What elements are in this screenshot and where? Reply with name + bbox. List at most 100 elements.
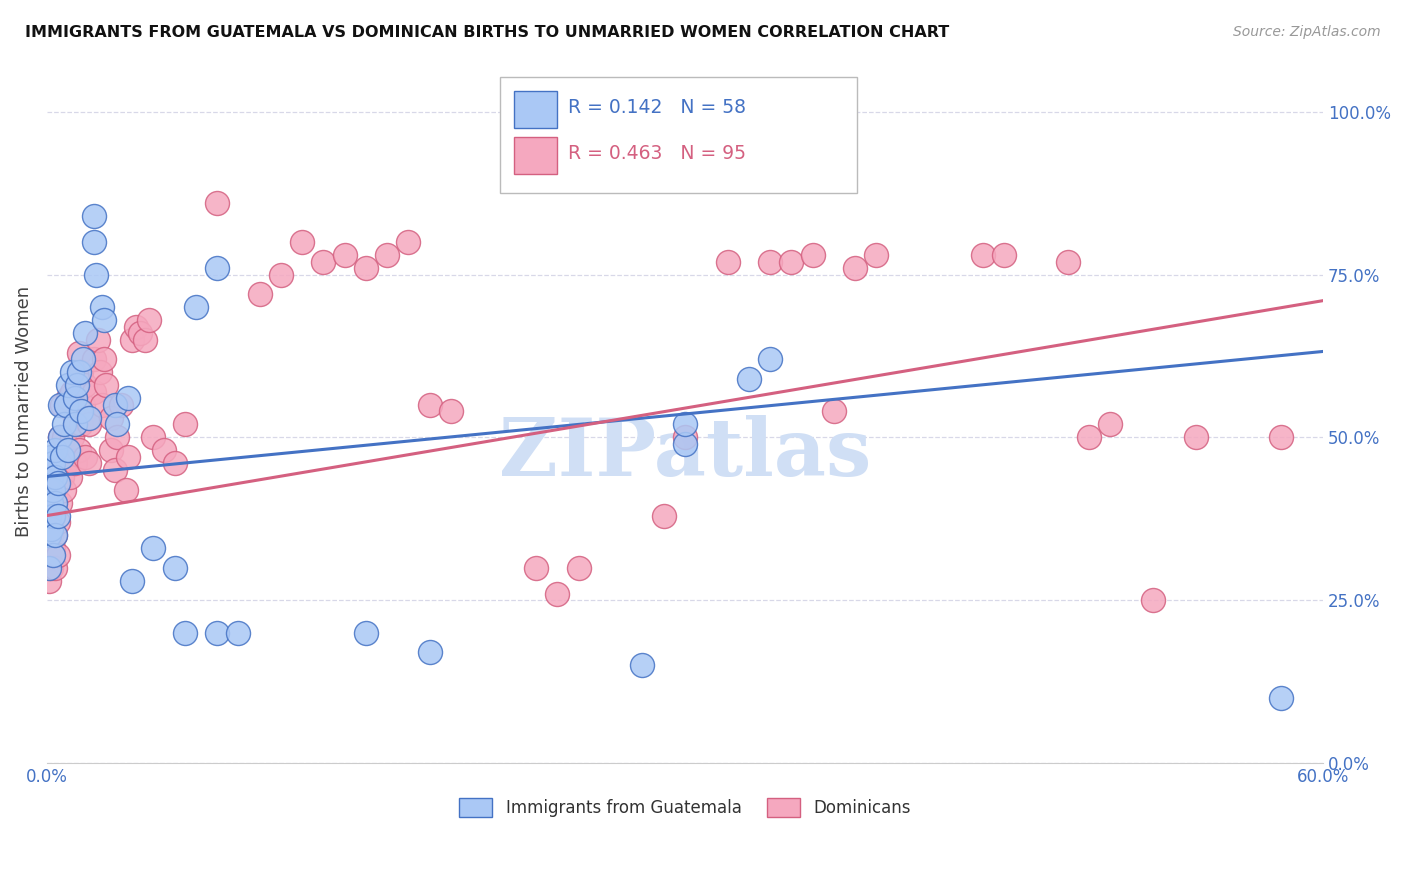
Point <box>51 398 73 412</box>
Point <box>46 476 69 491</box>
Legend: Immigrants from Guatemala, Dominicans: Immigrants from Guatemala, Dominicans <box>451 789 920 825</box>
Point <box>93 352 115 367</box>
Point <box>1270 690 1292 705</box>
Point <box>174 625 197 640</box>
Text: ZIPatlas: ZIPatlas <box>499 415 872 492</box>
Point <box>673 417 696 432</box>
FancyBboxPatch shape <box>501 78 858 194</box>
Point <box>70 404 93 418</box>
Point <box>38 548 60 562</box>
Point <box>993 248 1015 262</box>
Point <box>56 378 79 392</box>
Point <box>72 352 94 367</box>
Point <box>87 333 110 347</box>
Point <box>1184 430 1206 444</box>
Text: R = 0.463   N = 95: R = 0.463 N = 95 <box>568 144 745 162</box>
Point <box>55 457 77 471</box>
Point <box>205 195 228 210</box>
Point <box>46 515 69 529</box>
Point <box>163 457 186 471</box>
Point <box>121 333 143 347</box>
Point <box>121 574 143 588</box>
Point <box>38 560 60 574</box>
Point <box>354 261 377 276</box>
Point <box>134 333 156 347</box>
Point <box>38 508 60 523</box>
Point <box>48 430 70 444</box>
Point <box>270 268 292 282</box>
Point <box>440 404 463 418</box>
Point <box>51 469 73 483</box>
Point <box>62 384 84 399</box>
Point <box>70 417 93 432</box>
Point <box>142 430 165 444</box>
Point <box>79 457 101 471</box>
Point <box>972 248 994 262</box>
Point <box>205 261 228 276</box>
Point <box>524 560 547 574</box>
Point <box>1057 254 1080 268</box>
Point <box>83 384 105 399</box>
Point <box>44 495 66 509</box>
Point <box>67 443 90 458</box>
Point <box>105 430 128 444</box>
Text: Source: ZipAtlas.com: Source: ZipAtlas.com <box>1233 25 1381 39</box>
Point <box>48 495 70 509</box>
Point <box>546 587 568 601</box>
Y-axis label: Births to Unmarried Women: Births to Unmarried Women <box>15 285 32 537</box>
Point <box>42 508 65 523</box>
Point <box>184 300 207 314</box>
Text: IMMIGRANTS FROM GUATEMALA VS DOMINICAN BIRTHS TO UNMARRIED WOMEN CORRELATION CHA: IMMIGRANTS FROM GUATEMALA VS DOMINICAN B… <box>25 25 949 40</box>
Point <box>63 417 86 432</box>
Point <box>44 495 66 509</box>
Point <box>419 645 441 659</box>
Point <box>738 372 761 386</box>
Point <box>91 398 114 412</box>
Point <box>66 378 89 392</box>
Point <box>205 625 228 640</box>
Point <box>1078 430 1101 444</box>
Point <box>354 625 377 640</box>
Point <box>72 398 94 412</box>
Point <box>46 548 69 562</box>
Point <box>375 248 398 262</box>
Point <box>79 417 101 432</box>
Point <box>42 469 65 483</box>
Point <box>76 410 98 425</box>
Point <box>55 398 77 412</box>
Point <box>42 457 65 471</box>
Point <box>1142 593 1164 607</box>
Point <box>38 483 60 497</box>
Point <box>129 326 152 341</box>
Point <box>142 541 165 556</box>
Point <box>51 450 73 464</box>
Point <box>67 345 90 359</box>
Point <box>56 392 79 406</box>
Point <box>100 443 122 458</box>
Point <box>39 495 62 509</box>
Point <box>631 658 654 673</box>
Point <box>1099 417 1122 432</box>
Point <box>93 313 115 327</box>
FancyBboxPatch shape <box>515 137 557 174</box>
Point <box>568 560 591 574</box>
Point <box>291 235 314 249</box>
Point <box>100 410 122 425</box>
Point <box>38 574 60 588</box>
Point <box>780 254 803 268</box>
Point <box>38 522 60 536</box>
Point <box>63 410 86 425</box>
Point <box>104 398 127 412</box>
Point <box>105 417 128 432</box>
Point <box>117 392 139 406</box>
Point <box>39 522 62 536</box>
Point <box>48 430 70 444</box>
Point <box>759 254 782 268</box>
Point <box>716 254 738 268</box>
Point <box>42 548 65 562</box>
Point <box>673 437 696 451</box>
Point <box>83 352 105 367</box>
Point <box>38 495 60 509</box>
Point <box>46 463 69 477</box>
Point <box>52 417 75 432</box>
